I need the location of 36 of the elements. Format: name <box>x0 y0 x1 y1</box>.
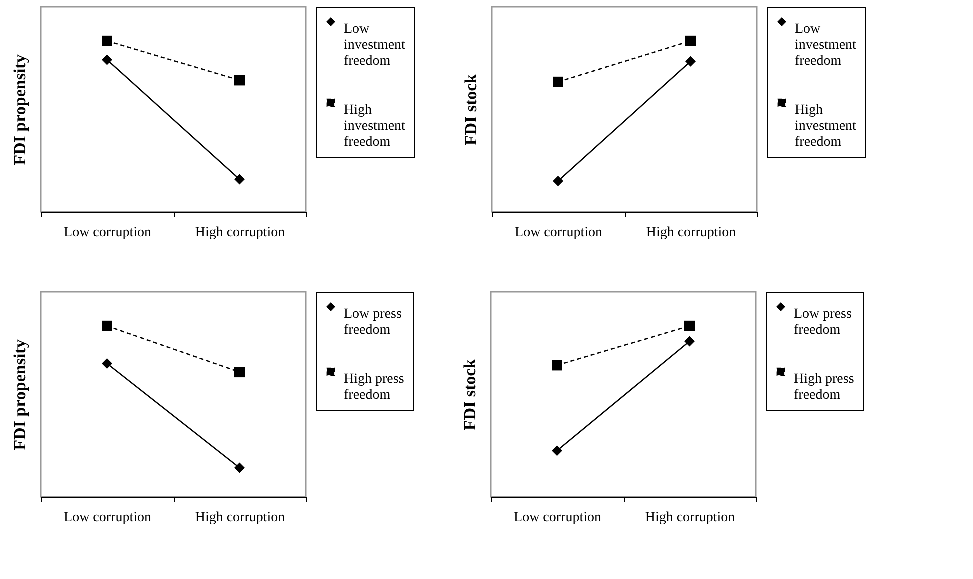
point <box>684 336 695 347</box>
legend-label: Low press freedom <box>794 307 852 338</box>
point <box>686 36 696 46</box>
x-tick-label: Low corruption <box>64 510 152 526</box>
legend-label: Low press freedom <box>344 307 402 338</box>
legend-label: Low investment freedom <box>344 22 406 69</box>
legend-label: High press freedom <box>794 372 854 403</box>
x-tick-label: High corruption <box>645 510 736 526</box>
x-tick-label: High corruption <box>195 510 286 526</box>
y-axis-title: FDI propensity <box>10 339 30 450</box>
point <box>102 54 112 66</box>
legend-label: High press freedom <box>344 372 404 403</box>
point <box>552 360 562 371</box>
point <box>553 176 564 186</box>
legend-label: High investment freedom <box>344 103 406 150</box>
point <box>234 462 245 474</box>
point <box>552 446 562 456</box>
y-axis-title: FDI propensity <box>10 54 30 166</box>
y-axis-title: FDI stock <box>460 358 480 431</box>
x-tick-label: High corruption <box>646 226 736 240</box>
point <box>686 56 696 67</box>
y-axis-title: FDI stock <box>462 74 480 146</box>
point <box>234 75 245 86</box>
x-tick-label: Low corruption <box>514 510 602 526</box>
legend-label: High investment freedom <box>795 103 857 150</box>
x-tick-label: Low corruption <box>64 226 152 240</box>
point <box>684 320 695 332</box>
legend-label: Low investment freedom <box>795 22 857 69</box>
x-tick-label: Low corruption <box>515 226 602 240</box>
point <box>553 76 564 88</box>
point <box>102 320 112 332</box>
point <box>234 367 245 378</box>
x-tick-label: High corruption <box>195 226 286 240</box>
point <box>234 174 245 185</box>
point <box>102 358 112 369</box>
point <box>102 36 112 46</box>
